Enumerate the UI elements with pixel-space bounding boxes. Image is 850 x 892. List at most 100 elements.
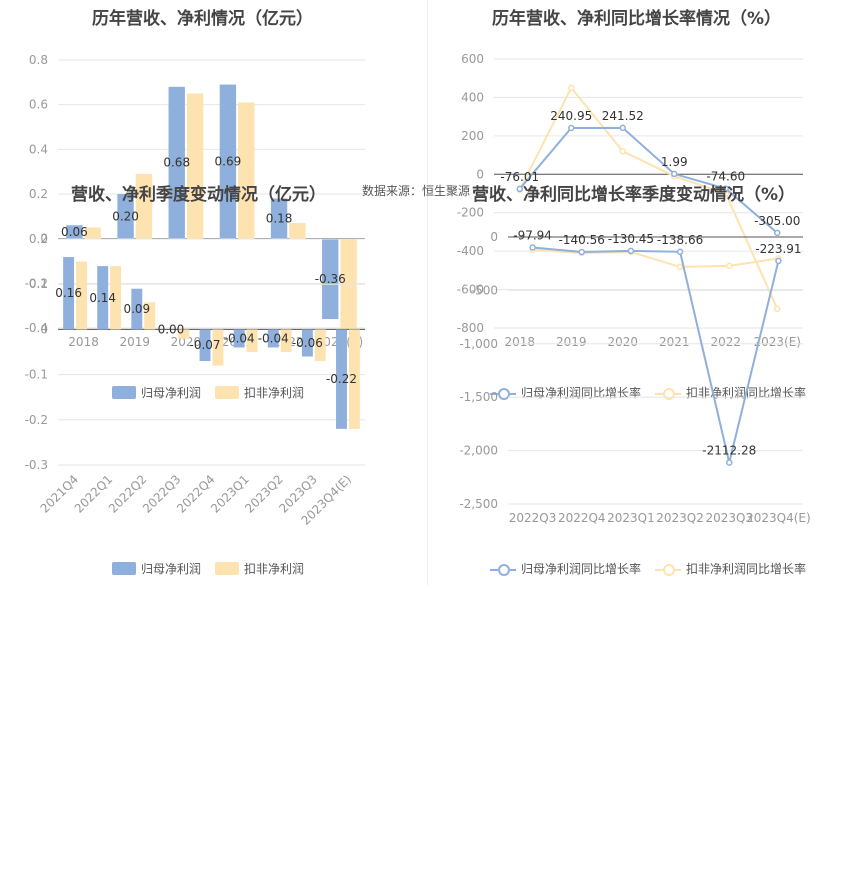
bar-data-label: -0.04 — [258, 331, 289, 345]
bar-attributable-profit — [168, 86, 185, 239]
x-tick-label: 2020 — [607, 335, 638, 349]
x-tick-label: 2022 — [710, 335, 741, 349]
quarterly-profit-plot: 0.20.10-0.1-0.2-0.32021Q42022Q12022Q2202… — [25, 232, 365, 528]
line-point — [774, 229, 781, 237]
bar-data-label: -0.06 — [292, 336, 323, 350]
legend-label: 归母净利润 — [141, 562, 202, 576]
x-tick-label: 2019 — [556, 335, 587, 349]
chart-legend: 归母净利润同比增长率 扣非净利润同比增长率 — [490, 560, 806, 577]
annual-profit-plot: 0.80.60.40.20-0.2-0.42018201920202021202… — [25, 53, 365, 349]
bar-attributable-profit — [131, 288, 143, 330]
y-tick-label: 0.6 — [29, 98, 48, 112]
annual-profit-chart: 历年营收、净利情况（亿元） 0.8 0.6 0.4 0.2 0 -0.2 -0.4 2018 2… — [0, 0, 425, 420]
chart-legend: 归母净利润同比增长率 扣非净利润同比增长率 — [490, 384, 806, 401]
chart-title: 营收、净利同比增长率季度变动情况（%） — [472, 185, 796, 205]
y-tick-label: 600 — [461, 52, 484, 66]
point-data-label: 241.52 — [602, 109, 644, 123]
x-tick-label: 2019 — [119, 335, 150, 349]
point-data-label: -138.66 — [657, 233, 703, 247]
legend-swatch — [112, 562, 136, 575]
legend-swatch — [215, 386, 240, 399]
legend-item[interactable]: 扣非净利润 — [215, 560, 304, 577]
data-source-note: 数据来源：恒生聚源 — [362, 184, 471, 198]
bar-deducted-profit — [289, 223, 306, 239]
line-point — [619, 147, 626, 155]
quarterly-profit-chart: 营收、净利季度变动情况（亿元） 0.2 0.1 0 -0.1 -0.2 -0.3 2021Q… — [0, 174, 425, 594]
line-point — [775, 257, 782, 265]
legend-item[interactable]: 扣非净利润同比增长率 — [655, 560, 806, 577]
bar-deducted-profit — [110, 266, 122, 330]
bar-attributable-profit — [336, 329, 347, 429]
bar-data-label: 0.68 — [163, 156, 190, 170]
line-point — [676, 248, 684, 256]
legend-item[interactable]: 扣非净利润 — [215, 384, 304, 401]
line-point — [619, 124, 626, 132]
chart-title: 营收、净利季度变动情况（亿元） — [71, 185, 326, 205]
legend-swatch — [215, 562, 240, 575]
line-point — [722, 185, 729, 192]
legend-item[interactable]: 归母净利润同比增长率 — [490, 384, 641, 401]
legend-label: 扣非净利润 — [244, 386, 305, 400]
y-tick-label: 0.4 — [29, 142, 48, 156]
y-tick-label: 0 — [490, 230, 498, 244]
point-data-label: -140.56 — [559, 233, 605, 247]
y-tick-label: -400 — [457, 244, 484, 258]
x-tick-label: 2023Q1 — [607, 511, 655, 525]
bar-data-label: 0.18 — [266, 212, 293, 226]
chart-legend: 归母净利润 扣非净利润 — [112, 384, 304, 401]
y-tick-label: 0 — [40, 322, 48, 336]
bar-deducted-profit — [135, 173, 153, 239]
legend-swatch — [490, 562, 516, 576]
bar-attributable-profit — [97, 266, 109, 330]
bar-data-label: 0.16 — [55, 286, 82, 300]
bar-data-label: 0.20 — [112, 209, 139, 223]
bar-deducted-profit — [246, 329, 258, 352]
bar-attributable-profit — [117, 194, 134, 239]
legend-item[interactable]: 归母净利润 — [112, 560, 201, 577]
legend-label: 归母净利润 — [141, 386, 202, 400]
point-data-label: -76.01 — [500, 170, 539, 184]
y-tick-label: 0.1 — [29, 277, 48, 291]
x-tick-label: 2023Q2 — [656, 511, 704, 525]
y-tick-label: -1,500 — [459, 390, 498, 404]
x-tick-label: 2020 — [171, 335, 202, 349]
bar-deducted-profit — [238, 102, 255, 239]
y-tick-label: 400 — [461, 90, 484, 104]
line-point — [726, 459, 733, 466]
point-data-label: 1.99 — [661, 155, 688, 169]
point-data-label: -2112.28 — [702, 444, 756, 458]
bar-data-label: 0.09 — [123, 302, 150, 316]
y-tick-label: -0.3 — [25, 458, 48, 472]
x-tick-label: 2023Q3 — [705, 511, 753, 525]
bar-deducted-profit — [84, 227, 101, 239]
line-point — [516, 185, 523, 193]
bar-data-label: -0.07 — [190, 338, 221, 352]
y-tick-label: -0.2 — [25, 413, 48, 427]
bar-data-label: 0.14 — [89, 291, 116, 305]
chart-legend: 归母净利润 扣非净利润 — [112, 560, 304, 577]
bar-deducted-profit — [280, 329, 292, 352]
legend-label: 归母净利润同比增长率 — [521, 386, 642, 400]
x-tick-label: 2023(E) — [754, 335, 801, 349]
line-point — [676, 263, 684, 271]
point-data-label: -74.60 — [706, 170, 745, 184]
y-tick-label: -600 — [457, 283, 484, 297]
annual-growth-chart: 历年营收、净利同比增长率情况（%） 600 400 200 0 -200 -400 -600… — [428, 0, 850, 420]
legend-item[interactable]: 归母净利润 — [112, 384, 201, 401]
legend-item[interactable]: 归母净利润同比增长率 — [490, 560, 641, 577]
line-deducted-growth — [518, 85, 779, 310]
line-attributable-growth — [532, 246, 780, 463]
bar-data-label: -0.36 — [315, 272, 346, 286]
legend-swatch — [490, 386, 516, 400]
y-tick-label: -0.2 — [25, 276, 48, 290]
y-tick-label: -500 — [471, 283, 498, 297]
line-point — [627, 247, 635, 255]
point-data-label: -223.91 — [755, 242, 801, 256]
legend-label: 扣非净利润 — [244, 562, 305, 576]
y-tick-label: -200 — [457, 206, 484, 220]
legend-label: 归母净利润同比增长率 — [521, 562, 642, 576]
y-tick-label: -2,000 — [459, 444, 498, 458]
bar-deducted-profit — [348, 329, 360, 429]
line-point — [578, 248, 585, 256]
y-tick-label: 200 — [461, 129, 484, 143]
